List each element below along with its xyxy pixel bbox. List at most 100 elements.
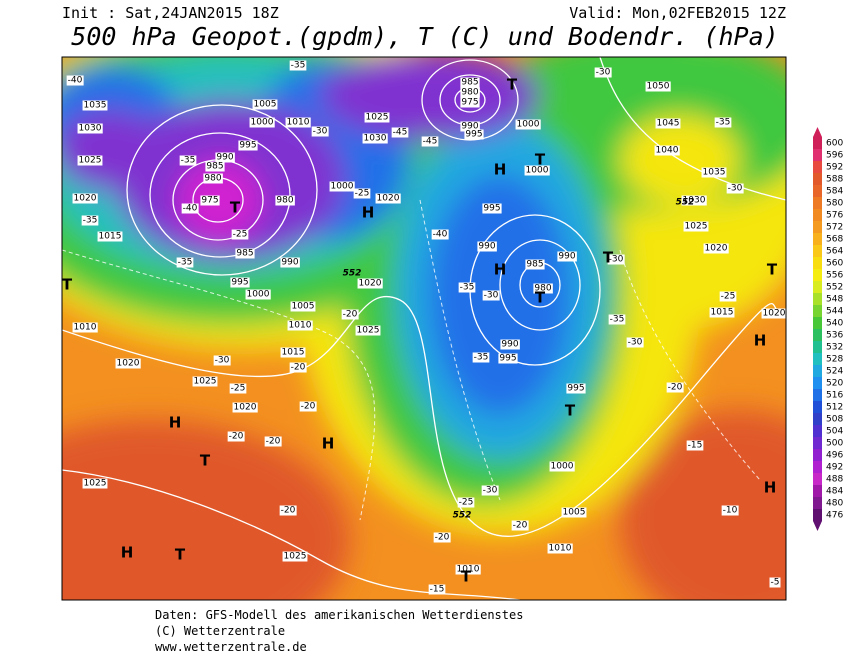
legend-swatch: [813, 173, 822, 185]
legend-label: 500: [826, 439, 843, 449]
legend-swatch: [813, 389, 822, 401]
pressure-label: 1005: [254, 100, 277, 110]
pressure-label: 980: [461, 88, 478, 98]
pressure-center: T: [565, 402, 576, 420]
legend-swatch: [813, 473, 822, 485]
pressure-label: 1020: [359, 279, 382, 289]
label-box: [81, 215, 99, 226]
legend-label: 572: [826, 223, 843, 233]
pressure-label: 1025: [366, 113, 389, 123]
label-box: [482, 203, 502, 214]
legend-swatch: [813, 329, 822, 341]
label-box: [391, 127, 409, 138]
label-box: [364, 112, 390, 123]
pressure-center: T: [200, 452, 211, 470]
label-box: [719, 291, 737, 302]
pressure-label: 1005: [563, 508, 586, 518]
color-legend: 600 596 592 588 584 580 576 572 568 564 560 556 552 5…: [813, 127, 843, 531]
temperature-label: -30: [609, 255, 624, 265]
pressure-label: 1010: [549, 544, 572, 554]
legend-label: 488: [826, 475, 843, 485]
legend-label: 540: [826, 319, 843, 329]
label-box: [428, 584, 446, 595]
temperature-label: -30: [215, 356, 230, 366]
pressure-label: 1015: [711, 308, 734, 318]
legend-swatch: [813, 317, 822, 329]
pressure-center: H: [754, 332, 767, 350]
pressure-label: 990: [281, 258, 298, 268]
pressure-label: 1025: [685, 222, 708, 232]
legend-swatch: [813, 341, 822, 353]
temperature-label: -25: [721, 292, 736, 302]
label-box: [279, 505, 297, 516]
pressure-label: 995: [231, 278, 248, 288]
temperature-label: -35: [716, 118, 731, 128]
legend-label: 536: [826, 331, 843, 341]
label-box: [282, 551, 308, 562]
legend-swatch: [813, 149, 822, 161]
label-box: [245, 289, 271, 300]
label-box: [205, 161, 225, 172]
label-box: [229, 383, 247, 394]
label-box: [607, 254, 625, 265]
pressure-label: 975: [461, 98, 478, 108]
pressure-center: H: [494, 261, 507, 279]
label-box: [66, 75, 84, 86]
legend-label: 492: [826, 463, 843, 473]
temperature-label: -20: [343, 310, 358, 320]
pressure-label: 1000: [551, 462, 574, 472]
pressure-label: 1020: [117, 359, 140, 369]
pressure-label: 1050: [647, 82, 670, 92]
legend-swatch: [813, 245, 822, 257]
label-box: [362, 133, 388, 144]
label-box: [77, 155, 103, 166]
label-box: [329, 181, 355, 192]
pressure-label: 1020: [234, 403, 257, 413]
label-box: [230, 277, 250, 288]
legend-swatch: [813, 461, 822, 473]
label-box: [703, 243, 729, 254]
legend-label: 556: [826, 271, 843, 281]
label-box: [460, 77, 480, 88]
label-box: [511, 520, 529, 531]
pressure-label: 1020: [377, 194, 400, 204]
legend-swatch: [813, 281, 822, 293]
pressure-label: 975: [201, 196, 218, 206]
pressure-label: 1000: [517, 120, 540, 130]
pressure-label: 985: [526, 260, 543, 270]
pressure-center: H: [764, 479, 777, 497]
label-box: [701, 167, 727, 178]
label-box: [252, 99, 278, 110]
label-box: [72, 193, 98, 204]
pressure-label: 1035: [84, 101, 107, 111]
label-box: [549, 461, 575, 472]
legend-label: 480: [826, 499, 843, 509]
label-box: [626, 337, 644, 348]
pressure-label: 1015: [282, 348, 305, 358]
label-box: [455, 564, 481, 575]
temperature-label: -30: [313, 127, 328, 137]
label-box: [460, 121, 480, 132]
legend-label: 532: [826, 343, 843, 353]
legend-swatch: [813, 305, 822, 317]
pressure-label: 1025: [84, 479, 107, 489]
footer-source: Daten: GFS-Modell des amerikanischen Wet…: [155, 608, 523, 622]
label-box: [460, 97, 480, 108]
legend-label: 552: [826, 283, 843, 293]
label-box: [482, 290, 500, 301]
label-box: [287, 320, 313, 331]
label-box: [97, 231, 123, 242]
label-box: [421, 136, 439, 147]
label-box: [481, 485, 499, 496]
label-box: [77, 123, 103, 134]
label-box: [238, 140, 258, 151]
legend-label: 596: [826, 151, 843, 161]
label-box: [457, 497, 475, 508]
pressure-label: 1040: [656, 146, 679, 156]
legend-label: 520: [826, 379, 843, 389]
temperature-label: -20: [301, 402, 316, 412]
label-box: [176, 257, 194, 268]
label-box: [683, 221, 709, 232]
legend-arrow-bottom: [813, 521, 822, 531]
pressure-center: T: [767, 261, 778, 279]
